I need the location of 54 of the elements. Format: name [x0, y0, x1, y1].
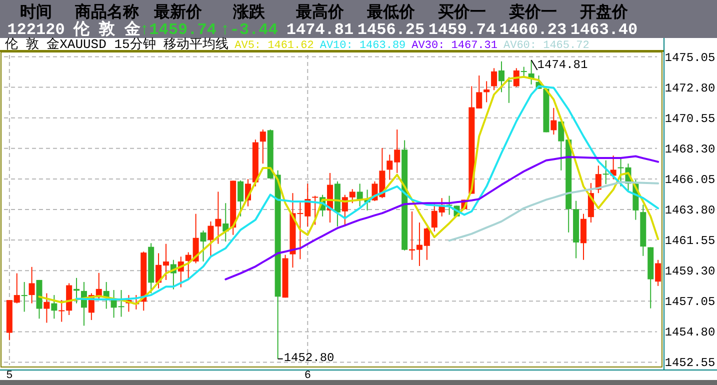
y-tick-label: 1475.05: [664, 50, 716, 65]
text: 1474.81: [286, 21, 354, 39]
text: 涨跌: [232, 3, 266, 22]
chart-title: 伦 敦 金XAUUSD 15分钟 移动平均线: [5, 37, 229, 52]
candlestick: [550, 107, 557, 136]
y-tick-label: 1463.80: [664, 204, 716, 218]
candlestick: [238, 180, 244, 217]
text: 商品名称: [74, 3, 139, 22]
text: 1463.40: [570, 21, 638, 39]
y-tick-label: 1457.05: [664, 295, 716, 310]
y-tick-label: 1459.30: [664, 264, 716, 279]
text: 卖价一: [509, 3, 557, 22]
candlestick: [28, 266, 35, 304]
text: 买价一: [438, 3, 486, 22]
text: AV30: 1467.31: [412, 40, 498, 52]
text: 最新价: [153, 3, 203, 22]
text: 开盘价: [579, 3, 629, 22]
text: ↑1459.74: [140, 21, 217, 39]
candlestick: [21, 282, 28, 312]
y-tick-label: 1468.30: [664, 142, 716, 156]
candlestick: [200, 230, 206, 262]
text: AV5: 1461.62: [234, 40, 314, 52]
y-tick-label: 1461.55: [664, 234, 716, 248]
candlestick: [51, 294, 58, 320]
text: AV10: 1463.89: [320, 40, 406, 52]
line-series: [224, 155, 660, 280]
annotation: 1452.80: [284, 350, 334, 365]
text: 1456.25: [357, 21, 425, 39]
candlestick: [44, 292, 50, 324]
annotation: 1474.81: [537, 58, 588, 72]
text: 1459.74: [428, 21, 496, 39]
y-tick-label: 1472.80: [664, 81, 716, 96]
text: 伦 敦 金: [72, 20, 141, 39]
candlestick: [491, 68, 498, 91]
x-tick-label: 6: [304, 370, 311, 382]
text: 1460.23: [499, 21, 567, 39]
candlestick: [312, 195, 318, 226]
text: 最高价: [295, 2, 345, 22]
text: 时间: [20, 3, 52, 22]
candlestick: [484, 80, 490, 103]
candlestick: [520, 66, 527, 77]
candlestick: [260, 129, 266, 164]
candlestick: [655, 259, 662, 286]
text: 最低价: [366, 3, 416, 22]
y-tick-label: 1454.80: [664, 326, 716, 340]
x-tick-label: 5: [6, 370, 13, 382]
text: AV60: 1465.72: [504, 40, 590, 52]
text: ↑-3.44: [220, 21, 278, 39]
y-tick-label: 1452.55: [664, 356, 716, 370]
candlestick: [446, 195, 452, 216]
candlestick: [602, 160, 609, 185]
candlestick: [498, 60, 504, 93]
y-tick-label: 1466.05: [664, 172, 716, 187]
y-tick-label: 1470.55: [664, 112, 716, 126]
